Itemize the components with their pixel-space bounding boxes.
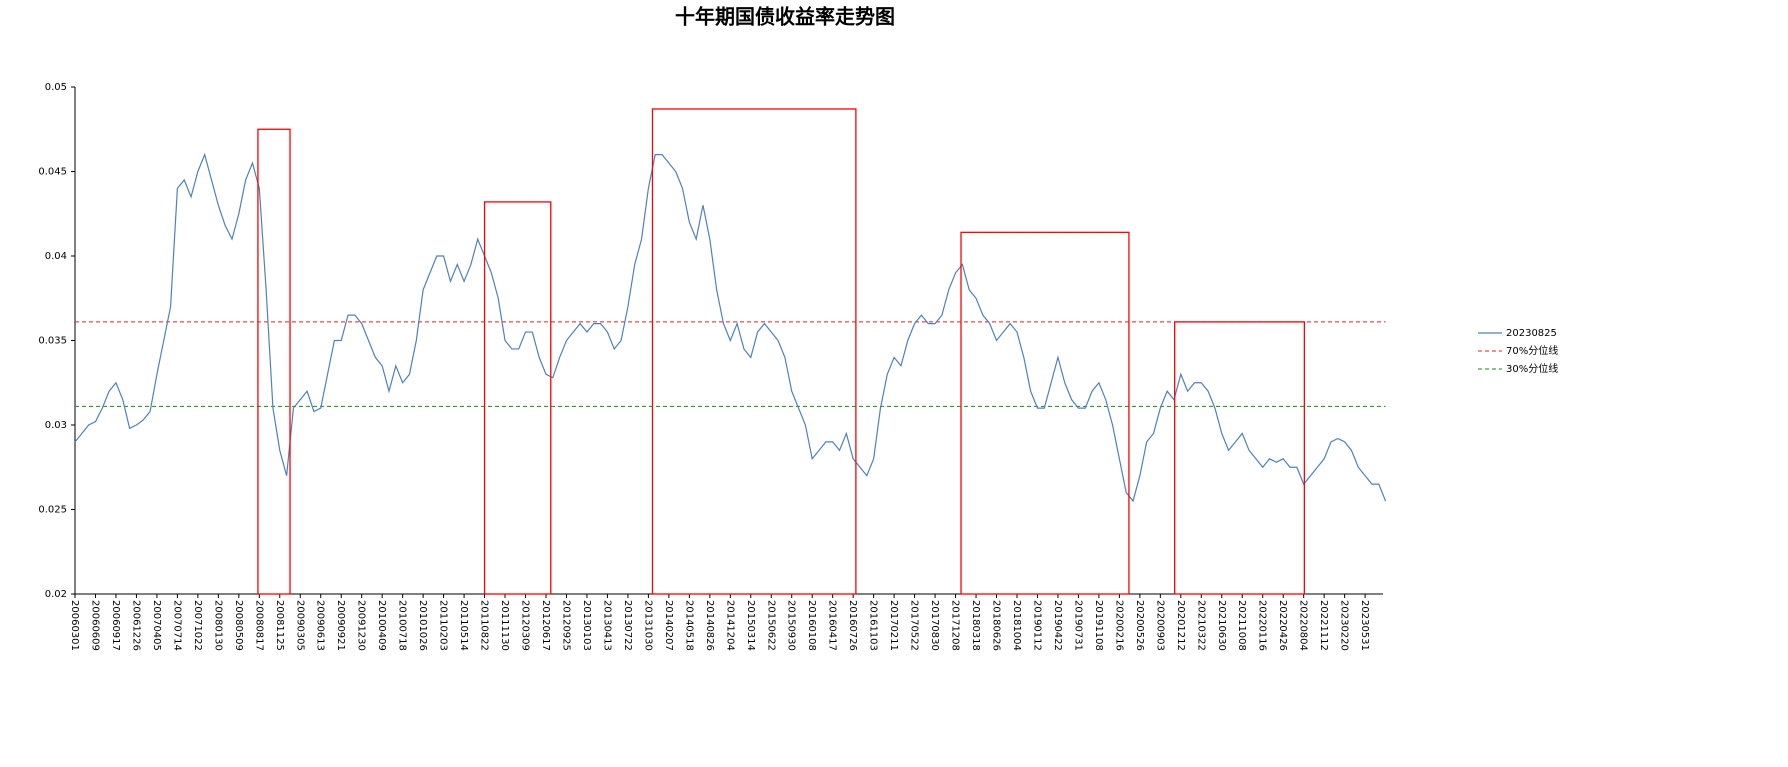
x-tick-label: 20220426 [1277, 600, 1288, 651]
x-tick-label: 20130722 [622, 600, 633, 651]
x-tick-label: 20060301 [69, 600, 80, 651]
x-tick-label: 20090305 [294, 600, 305, 651]
x-tick-label: 20061226 [130, 600, 141, 651]
x-tick-label: 20220804 [1298, 600, 1309, 651]
highlight-box [1174, 321, 1306, 595]
x-tick-label: 20181004 [1011, 600, 1022, 651]
x-tick-label: 20180626 [991, 600, 1002, 651]
y-tick-label: 0.02 [45, 589, 67, 600]
x-tick-label: 20100409 [376, 600, 387, 651]
x-tick-label: 20140826 [704, 600, 715, 651]
highlight-box [960, 231, 1130, 595]
highlight-box [483, 201, 552, 595]
x-tick-label: 20200903 [1154, 600, 1165, 651]
y-tick-label: 0.03 [45, 420, 67, 431]
x-tick-label: 20060917 [110, 600, 121, 651]
y-tick-label: 0.035 [38, 336, 67, 347]
x-tick-label: 20130103 [581, 600, 592, 651]
x-tick-label: 20110822 [479, 600, 490, 651]
x-tick-label: 20141204 [724, 600, 735, 651]
x-tick-label: 20160108 [806, 600, 817, 651]
x-tick-label: 20180318 [970, 600, 981, 651]
x-tick-label: 20221112 [1318, 600, 1329, 651]
x-tick-label: 20130413 [601, 600, 612, 651]
x-tick-label: 20140518 [683, 600, 694, 651]
x-tick-label: 20111130 [499, 600, 510, 651]
x-tick-label: 20150314 [745, 600, 756, 651]
x-tick-label: 20140207 [663, 600, 674, 651]
x-tick-label: 20170830 [929, 600, 940, 651]
x-tick-label: 20200526 [1134, 600, 1145, 651]
x-tick-label: 20190731 [1072, 600, 1083, 651]
x-tick-label: 20230220 [1339, 600, 1350, 651]
x-tick-label: 20100718 [397, 600, 408, 651]
x-tick-label: 20080509 [233, 600, 244, 651]
x-tick-label: 20190422 [1052, 600, 1063, 651]
x-tick-label: 20090613 [315, 600, 326, 651]
highlight-box [651, 108, 857, 595]
x-tick-label: 20150930 [786, 600, 797, 651]
x-tick-label: 20170522 [909, 600, 920, 651]
x-tick-label: 20211008 [1236, 600, 1247, 651]
x-tick-label: 20201212 [1175, 600, 1186, 651]
x-tick-label: 20080817 [253, 600, 264, 651]
x-tick-label: 20080130 [212, 600, 223, 651]
x-tick-label: 20060609 [89, 600, 100, 651]
x-tick-label: 20220116 [1257, 600, 1268, 651]
x-tick-label: 20170211 [888, 600, 899, 651]
x-tick-label: 20090921 [335, 600, 346, 651]
x-tick-label: 20131030 [642, 600, 653, 651]
x-tick-label: 20091230 [356, 600, 367, 651]
x-tick-label: 20120309 [520, 600, 531, 651]
x-tick-label: 20081125 [274, 600, 285, 651]
legend-label: 30%分位线 [1506, 362, 1558, 375]
x-tick-label: 20191108 [1093, 600, 1104, 651]
chart-title: 十年期国债收益率走势图 [675, 5, 895, 29]
x-tick-label: 20230531 [1359, 600, 1370, 651]
x-tick-label: 20190112 [1031, 600, 1042, 651]
legend-label: 70%分位线 [1506, 344, 1558, 357]
x-tick-label: 20120925 [560, 600, 571, 651]
x-tick-label: 20101026 [417, 600, 428, 651]
x-tick-label: 20110203 [438, 600, 449, 651]
series-line [74, 152, 1387, 503]
x-tick-label: 20070714 [171, 600, 182, 651]
y-tick-label: 0.025 [38, 505, 67, 516]
y-tick-label: 0.045 [38, 167, 67, 178]
x-tick-label: 20210630 [1216, 600, 1227, 651]
x-tick-label: 20160726 [847, 600, 858, 651]
x-tick-label: 20161103 [868, 600, 879, 651]
x-tick-label: 20070405 [151, 600, 162, 651]
x-tick-label: 20150622 [765, 600, 776, 651]
legend-label: 20230825 [1506, 328, 1557, 339]
x-tick-label: 20200216 [1113, 600, 1124, 651]
x-tick-label: 20171208 [950, 600, 961, 651]
x-tick-label: 20160417 [827, 600, 838, 651]
y-tick-label: 0.04 [45, 251, 67, 262]
highlight-box [257, 128, 291, 595]
y-tick-label: 0.05 [45, 82, 67, 93]
x-tick-label: 20071022 [192, 600, 203, 651]
x-tick-label: 20120617 [540, 600, 551, 651]
x-tick-label: 20110514 [458, 600, 469, 651]
x-tick-label: 20210322 [1195, 600, 1206, 651]
